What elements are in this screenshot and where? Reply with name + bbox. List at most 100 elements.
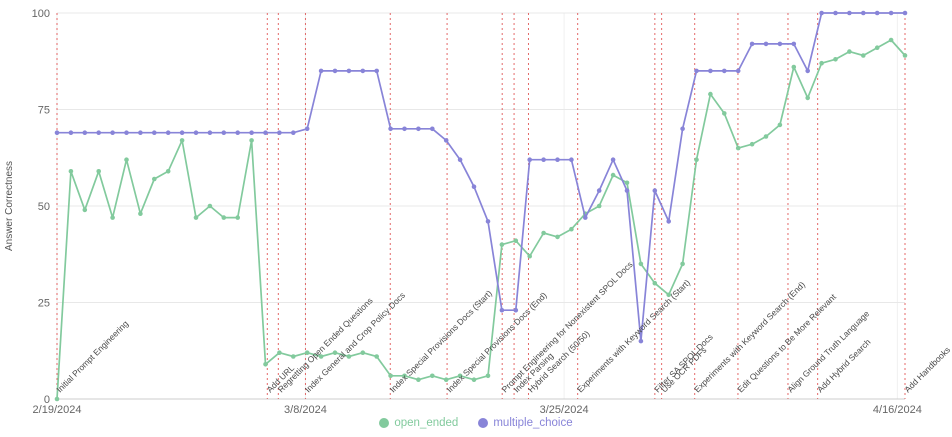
data-point-open_ended <box>291 354 296 359</box>
data-point-open_ended <box>124 157 129 162</box>
legend-label-open-ended: open_ended <box>394 417 459 429</box>
data-point-multiple_choice <box>527 157 532 162</box>
data-point-open_ended <box>749 141 755 147</box>
data-point-open_ended <box>888 37 894 43</box>
data-point-open_ended <box>249 138 254 143</box>
data-point-open_ended <box>138 211 143 216</box>
data-point-multiple_choice <box>124 130 129 135</box>
data-point-multiple_choice <box>819 10 824 16</box>
data-point-multiple_choice <box>360 68 366 74</box>
data-point-multiple_choice <box>110 130 115 135</box>
data-point-multiple_choice <box>735 68 741 74</box>
data-point-multiple_choice <box>777 41 783 47</box>
data-point-open_ended <box>54 396 60 402</box>
data-point-multiple_choice <box>763 41 769 47</box>
annotation-label: Initial Prompt Engineering <box>54 318 130 394</box>
data-point-multiple_choice <box>165 130 171 135</box>
data-point-multiple_choice <box>332 68 338 74</box>
data-point-multiple_choice <box>388 126 393 132</box>
multiple-choice-legend-dot-icon <box>478 418 489 428</box>
open-ended-legend-dot-icon <box>379 418 390 428</box>
data-point-open_ended <box>110 215 115 220</box>
x-tick-label: 2/19/2024 <box>33 404 82 416</box>
data-point-open_ended <box>763 134 769 139</box>
data-point-multiple_choice <box>346 68 352 74</box>
data-point-open_ended <box>819 60 824 66</box>
data-point-multiple_choice <box>68 130 74 135</box>
x-tick-label: 3/25/2024 <box>540 404 589 416</box>
data-point-multiple_choice <box>791 41 797 47</box>
y-tick-label: 75 <box>38 105 50 117</box>
data-point-open_ended <box>805 95 810 101</box>
data-point-multiple_choice <box>430 126 435 132</box>
data-point-open_ended <box>791 64 797 70</box>
data-point-open_ended <box>430 373 435 379</box>
data-point-multiple_choice <box>499 307 505 313</box>
y-tick-label: 100 <box>32 8 50 20</box>
series-line-open_ended <box>56 39 906 400</box>
data-point-multiple_choice <box>513 307 519 313</box>
data-point-open_ended <box>318 354 324 359</box>
data-point-open_ended <box>82 207 88 213</box>
data-point-multiple_choice <box>722 68 727 74</box>
data-point-open_ended <box>221 215 227 220</box>
data-point-multiple_choice <box>471 184 477 189</box>
data-point-open_ended <box>165 169 171 174</box>
legend-label-multiple-choice: multiple_choice <box>493 417 573 429</box>
data-point-open_ended <box>304 350 310 356</box>
data-point-multiple_choice <box>207 130 213 135</box>
data-point-open_ended <box>541 230 546 236</box>
annotation-label: Regretting Open Ended Questions <box>276 295 375 394</box>
data-point-multiple_choice <box>443 138 449 143</box>
data-point-multiple_choice <box>874 10 880 16</box>
data-point-open_ended <box>96 169 101 174</box>
data-point-open_ended <box>277 350 282 356</box>
data-point-multiple_choice <box>847 10 852 16</box>
data-point-open_ended <box>874 45 880 50</box>
data-point-multiple_choice <box>416 126 421 132</box>
data-point-multiple_choice <box>610 157 616 162</box>
data-point-multiple_choice <box>583 215 588 220</box>
data-point-multiple_choice <box>235 130 240 135</box>
data-point-open_ended <box>346 354 352 359</box>
data-point-multiple_choice <box>402 126 407 132</box>
data-point-multiple_choice <box>179 130 185 135</box>
data-point-multiple_choice <box>374 68 380 74</box>
data-point-open_ended <box>652 280 658 286</box>
x-tick-label: 4/16/2024 <box>873 404 922 416</box>
data-point-open_ended <box>777 122 783 128</box>
data-point-multiple_choice <box>318 68 324 74</box>
data-point-open_ended <box>471 377 477 383</box>
data-point-open_ended <box>499 242 505 247</box>
data-point-open_ended <box>624 180 630 186</box>
x-tick-label: 3/8/2024 <box>284 404 327 416</box>
annotation-label: Prompt Engineering for Nonexistent SPOL … <box>500 259 635 394</box>
data-point-open_ended <box>179 138 185 143</box>
data-point-multiple_choice <box>277 130 282 135</box>
data-point-open_ended <box>152 176 157 182</box>
annotation-label: Index General and Crop Policy Docs <box>303 290 407 394</box>
data-point-open_ended <box>457 373 463 379</box>
data-point-multiple_choice <box>888 10 894 16</box>
data-point-multiple_choice <box>805 68 810 74</box>
data-point-open_ended <box>680 261 685 267</box>
data-point-open_ended <box>402 373 407 379</box>
data-point-multiple_choice <box>457 157 463 162</box>
legend-item-multiple-choice: multiple_choice <box>478 417 573 429</box>
data-point-multiple_choice <box>902 10 908 16</box>
data-point-open_ended <box>360 350 366 356</box>
data-point-open_ended <box>235 215 240 220</box>
data-point-multiple_choice <box>749 41 755 47</box>
data-point-multiple_choice <box>485 219 491 224</box>
series-line-multiple_choice <box>56 12 906 342</box>
data-point-open_ended <box>596 203 602 209</box>
data-point-multiple_choice <box>596 188 602 193</box>
data-point-multiple_choice <box>708 68 713 74</box>
y-tick-label: 0 <box>44 394 50 406</box>
data-point-open_ended <box>847 49 852 54</box>
data-point-multiple_choice <box>54 130 60 135</box>
data-point-multiple_choice <box>555 157 560 162</box>
data-point-multiple_choice <box>263 130 268 135</box>
